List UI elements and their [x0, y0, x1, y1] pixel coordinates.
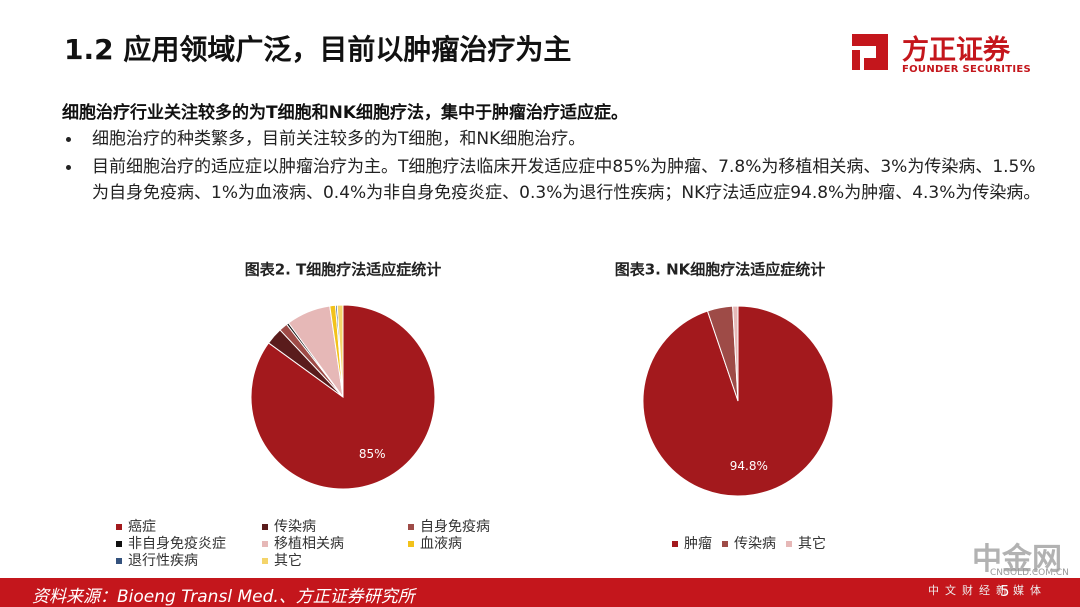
footer: 资料来源：Bioeng Transl Med.、方正证券研究所 5	[0, 578, 1080, 607]
legend-swatch	[116, 558, 122, 564]
legend-swatch	[786, 541, 792, 547]
legend-label: 退行性疾病	[128, 553, 198, 569]
data-label: 94.8%	[730, 459, 768, 473]
legend-label: 其它	[798, 535, 826, 552]
legend-label: 传染病	[734, 536, 776, 552]
page-number: 5	[1000, 582, 1010, 600]
watermark-tagline: 中文财经新媒体	[928, 584, 1047, 597]
bullet-list: 细胞治疗的种类繁多，目前关注较多的为T细胞，和NK细胞治疗。 目前细胞治疗的适应…	[62, 126, 1042, 208]
chart-title: 图表2. T细胞疗法适应症统计	[245, 261, 442, 279]
bullet-text: 目前细胞治疗的适应症以肿瘤治疗为主。T细胞疗法临床开发适应症中85%为肿瘤、7.…	[92, 157, 1041, 203]
bullet-dot	[66, 165, 71, 170]
watermark-domain: CNGOLD.COM.CN	[990, 568, 1069, 578]
legend-label: 癌症	[128, 519, 156, 535]
chart-title: 图表3. NK细胞疗法适应症统计	[615, 261, 826, 279]
legend-label: 移植相关病	[274, 536, 344, 552]
source: 资料来源：Bioeng Transl Med.、方正证券研究所	[32, 587, 415, 607]
legend-swatch	[262, 558, 268, 564]
legend-label: 肿瘤	[684, 535, 712, 552]
legend-swatch	[116, 541, 122, 547]
slide-title: 1.2 应用领域广泛，目前以肿瘤治疗为主	[64, 33, 572, 66]
legend-label: 自身免疫病	[420, 519, 490, 535]
summary: 细胞治疗行业关注较多的为T细胞和NK细胞疗法，集中于肿瘤治疗适应症。	[62, 103, 628, 123]
bullet: 目前细胞治疗的适应症以肿瘤治疗为主。T细胞疗法临床开发适应症中85%为肿瘤、7.…	[62, 154, 1042, 206]
pie-slice	[732, 305, 739, 402]
bullet-text: 细胞治疗的种类繁多，目前关注较多的为T细胞，和NK细胞治疗。	[92, 129, 586, 149]
legend-swatch	[116, 524, 122, 530]
pie-slice	[336, 304, 344, 398]
legend-label: 非自身免疫炎症	[128, 536, 226, 552]
legend-label: 其它	[274, 552, 302, 569]
legend-swatch	[408, 524, 414, 530]
logo-text: 方正证券	[902, 35, 1010, 66]
legend-swatch	[408, 541, 414, 547]
logo-icon	[852, 34, 888, 70]
watermark: 中金网	[972, 542, 1062, 577]
legend-label: 血液病	[420, 536, 462, 552]
legend-swatch	[262, 524, 268, 530]
bullet-dot	[66, 137, 71, 142]
legend-swatch	[722, 541, 728, 547]
data-label: 85%	[359, 447, 386, 461]
legend-swatch	[262, 541, 268, 547]
logo-subtext: FOUNDER SECURITIES	[902, 64, 1032, 75]
bullet: 细胞治疗的种类繁多，目前关注较多的为T细胞，和NK细胞治疗。	[62, 126, 1042, 152]
legend-label: 传染病	[274, 519, 316, 535]
legend-swatch	[672, 541, 678, 547]
